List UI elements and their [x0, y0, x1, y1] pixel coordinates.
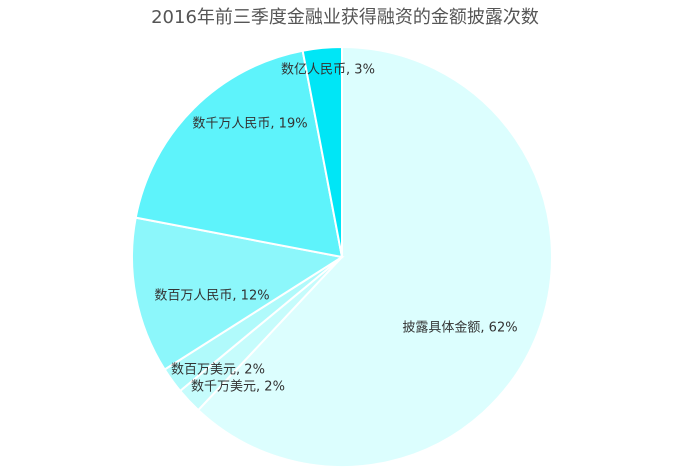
pie-slice: [196, 45, 553, 468]
pie-slice: [131, 216, 345, 371]
chart-title: 2016年前三季度金融业获得融资的金额披露次数: [151, 7, 539, 28]
slice-label: 数百万美元, 2%: [171, 363, 265, 378]
slice-label: 披露具体金额, 62%: [402, 320, 517, 336]
slice-label: 数百万人民币, 12%: [154, 289, 269, 304]
slice-label: 数亿人民币, 3%: [281, 63, 375, 78]
slice-label: 数千万美元, 2%: [191, 380, 285, 395]
pie-slice: [301, 45, 343, 258]
slice-label: 数千万人民币, 19%: [192, 117, 307, 132]
pie-slice: [134, 49, 344, 259]
